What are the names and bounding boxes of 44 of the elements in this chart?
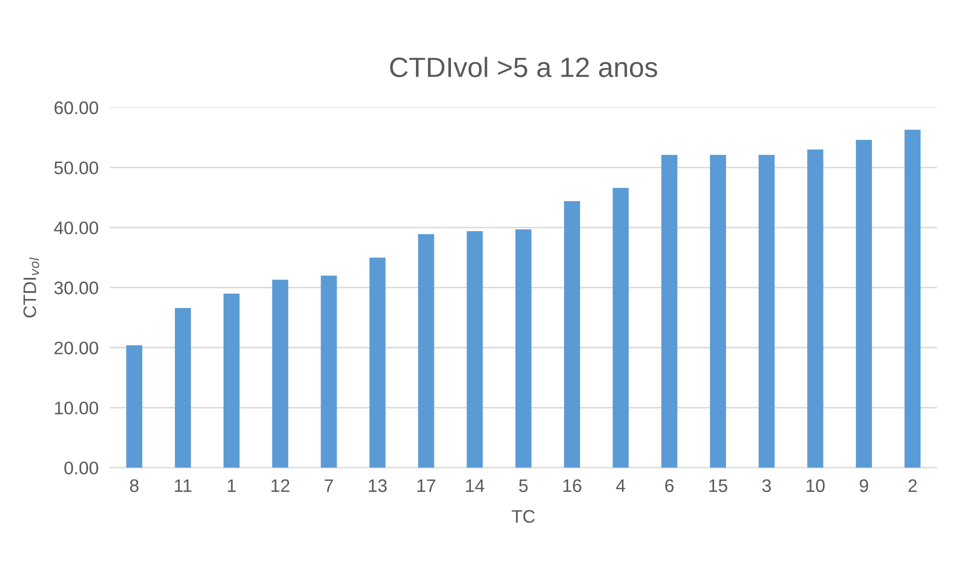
x-tick-label: 3 [762,479,771,492]
bar [758,154,775,468]
x-tick-label: 17 [417,479,436,492]
x-tick-label: 13 [368,479,387,492]
x-tick-label: 15 [709,479,728,492]
bar [466,231,483,468]
bar [710,154,726,468]
bar [272,280,288,468]
x-tick-label: 6 [665,479,674,492]
y-axis-title: CTDI$_{vol}$ [23,257,40,318]
bar [224,294,240,468]
bar [904,130,921,468]
bar [320,276,337,468]
y-tick-label: 30.00 [54,282,98,294]
x-tick-label: 7 [324,479,333,492]
bar [564,201,580,468]
chart-title: CTDIvol >5 a 12 anos [390,56,658,78]
bar [369,258,386,468]
y-tick-label: 40.00 [54,221,98,234]
y-tick-label: 0.00 [64,462,98,474]
y-tick-label: 50.00 [54,161,98,174]
x-tick-label: 14 [466,479,484,492]
x-tick-label: 8 [130,479,138,492]
x-tick-label: 5 [519,479,528,492]
x-tick-label: 12 [272,479,290,492]
bar [612,188,629,468]
y-tick-label: 10.00 [55,402,98,414]
bar [515,229,532,468]
y-tick-label: 20.00 [54,342,98,354]
x-tick-label: 16 [563,479,582,492]
bar [126,345,142,468]
x-tick-label: 10 [806,479,825,492]
bar [661,154,678,468]
x-tick-label: 1 [228,479,236,492]
bar [807,150,824,468]
bar [418,234,434,468]
bar [856,140,872,468]
x-tick-label: 2 [908,479,917,492]
x-axis-title: TC [512,510,535,523]
y-tick-label: 60.00 [54,101,98,114]
x-tick-label: 4 [616,479,626,492]
bar [174,308,191,468]
x-tick-label: 11 [174,479,192,492]
x-tick-label: 9 [860,479,868,492]
